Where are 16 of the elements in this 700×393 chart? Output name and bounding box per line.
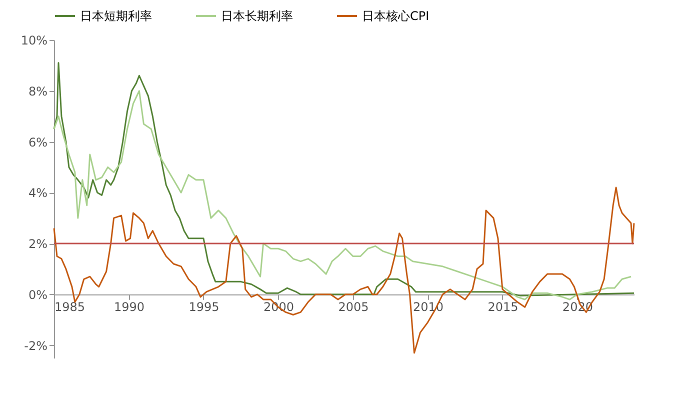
x-tick-label: 2005 xyxy=(338,300,369,314)
y-tick-label: -2% xyxy=(24,338,48,353)
legend-label: 日本短期利率 xyxy=(80,9,152,23)
y-tick-label: 4% xyxy=(28,186,48,200)
legend-label: 日本长期利率 xyxy=(221,9,293,23)
line-series xyxy=(53,186,635,354)
y-tick-label: 2% xyxy=(28,237,48,252)
y-tick-label: 6% xyxy=(28,135,48,150)
x-tick-label: 1990 xyxy=(114,300,145,314)
legend-label: 日本核心CPI xyxy=(362,9,430,23)
y-tick-label: 10% xyxy=(20,34,48,48)
x-tick-label: 1985 xyxy=(54,300,86,314)
x-tick-label: 1995 xyxy=(188,300,220,314)
x-tick-label: 2015 xyxy=(488,300,518,314)
y-tick-label: 8% xyxy=(28,84,48,98)
y-tick-label: 0% xyxy=(28,288,48,302)
